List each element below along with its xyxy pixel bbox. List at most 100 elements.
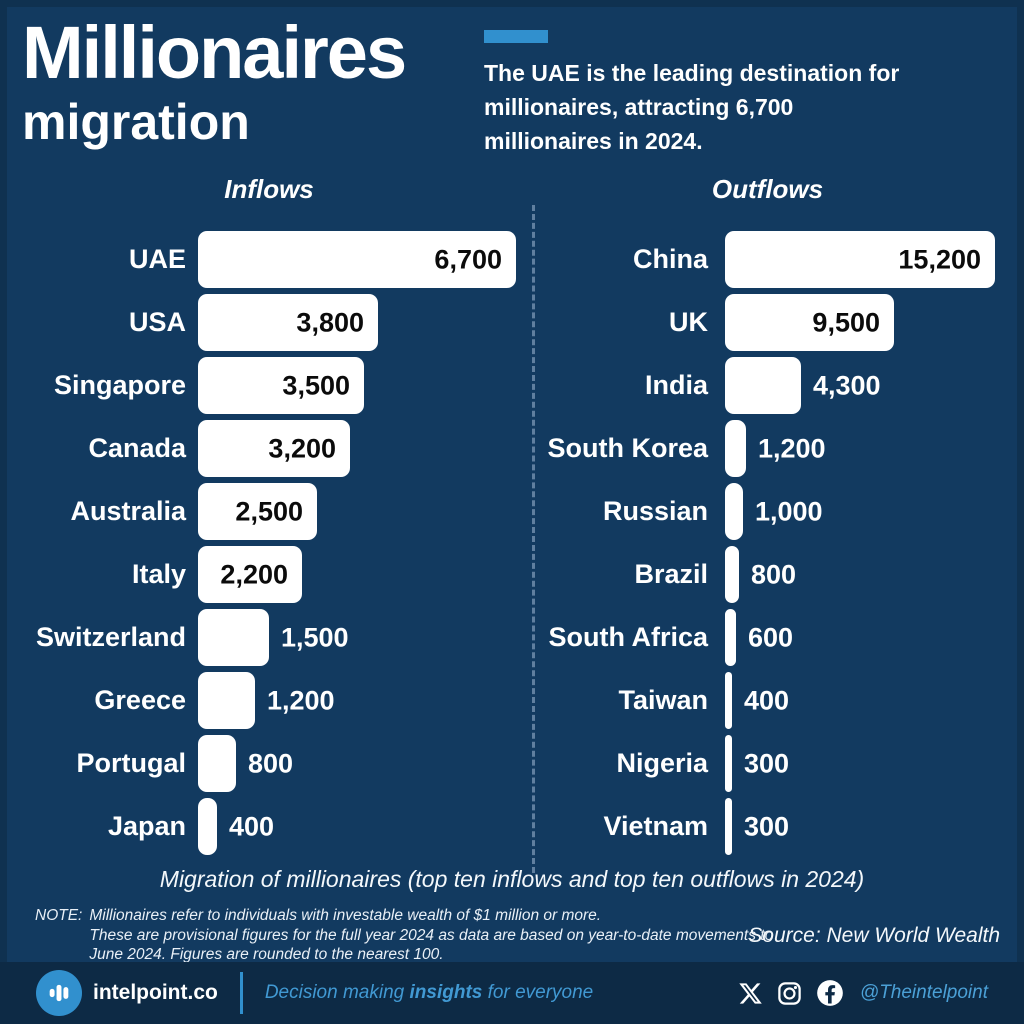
chart-row: USA 3,800 bbox=[22, 291, 516, 354]
bar bbox=[725, 735, 732, 792]
bar-track: 1,000 bbox=[725, 483, 995, 540]
chart-row: UK 9,500 bbox=[540, 291, 995, 354]
value-label: 15,200 bbox=[898, 244, 981, 274]
bar-chart-logo-icon bbox=[49, 984, 69, 1002]
value-label: 1,500 bbox=[281, 622, 349, 652]
outflows-chart: Outflows China 15,200 UK 9,500 India 4,300 Sou… bbox=[540, 174, 995, 858]
bar-track: 1,500 bbox=[198, 609, 516, 666]
social-handle[interactable]: @Theintelpoint bbox=[859, 982, 988, 1003]
summary-line: The UAE is the leading destination for bbox=[484, 60, 900, 86]
bar-track: 300 bbox=[725, 735, 995, 792]
source-credit: Source: New World Wealth bbox=[748, 924, 1000, 947]
slogan-post: for everyone bbox=[482, 982, 594, 1003]
bar-track: 1,200 bbox=[725, 420, 995, 477]
bar-track: 800 bbox=[198, 735, 516, 792]
bar-track: 3,500 bbox=[198, 357, 516, 414]
category-label: India bbox=[644, 370, 708, 400]
footer-bar: intelpoint.co Decision making insights f… bbox=[0, 962, 1024, 1024]
category-label: Switzerland bbox=[35, 622, 186, 652]
chart-row: South Korea 1,200 bbox=[540, 417, 995, 480]
bar bbox=[198, 609, 270, 666]
category-label: Italy bbox=[131, 559, 186, 589]
footer-divider bbox=[239, 972, 243, 1014]
bar bbox=[725, 609, 736, 666]
bar bbox=[198, 420, 350, 477]
bar bbox=[725, 483, 743, 540]
category-label: China bbox=[632, 244, 708, 274]
value-label: 3,800 bbox=[296, 307, 364, 337]
category-label: Portugal bbox=[76, 748, 186, 778]
chart-row: Portugal 800 bbox=[22, 732, 516, 795]
chart-row: South Africa 600 bbox=[540, 606, 995, 669]
inflows-chart: Inflows UAE 6,700 USA 3,800 Singapore 3,500 Ca… bbox=[22, 174, 516, 858]
bar bbox=[198, 798, 217, 855]
category-label: South Africa bbox=[548, 622, 708, 652]
category-label: Japan bbox=[107, 811, 186, 841]
bar-track: 1,200 bbox=[198, 672, 516, 729]
bar bbox=[725, 546, 740, 603]
charts-area: Inflows UAE 6,700 USA 3,800 Singapore 3,500 Ca… bbox=[22, 174, 1002, 874]
chart-row: Japan 400 bbox=[22, 795, 516, 858]
category-label: UAE bbox=[128, 244, 186, 274]
bar-track: 15,200 bbox=[725, 231, 995, 288]
chart-row: Italy 2,200 bbox=[22, 543, 516, 606]
summary-line: millionaires in 2024. bbox=[484, 128, 703, 154]
category-label: Taiwan bbox=[618, 685, 708, 715]
value-label: 800 bbox=[751, 559, 797, 589]
value-label: 400 bbox=[744, 685, 790, 715]
bar bbox=[725, 357, 802, 414]
chart-row: Brazil 800 bbox=[540, 543, 995, 606]
category-label: UK bbox=[669, 307, 708, 337]
category-label: Canada bbox=[88, 433, 186, 463]
category-label: Brazil bbox=[634, 559, 708, 589]
bar-track: 3,200 bbox=[198, 420, 516, 477]
title-block: Millionaires migration bbox=[22, 14, 407, 149]
category-label: Russian bbox=[602, 496, 708, 526]
bar-track: 600 bbox=[725, 609, 995, 666]
bar-track: 4,300 bbox=[725, 357, 995, 414]
category-label: Nigeria bbox=[616, 748, 708, 778]
chart-row: Nigeria 300 bbox=[540, 732, 995, 795]
brand-name[interactable]: intelpoint.co bbox=[93, 981, 218, 1004]
intelpoint-logo[interactable] bbox=[36, 970, 82, 1016]
facebook-icon[interactable] bbox=[816, 979, 844, 1007]
value-label: 300 bbox=[744, 748, 790, 778]
bar bbox=[198, 672, 255, 729]
chart-row: Singapore 3,500 bbox=[22, 354, 516, 417]
instagram-icon[interactable] bbox=[776, 980, 803, 1007]
footnote-line: Millionaires refer to individuals with i… bbox=[89, 907, 602, 924]
bar-track: 2,200 bbox=[198, 546, 516, 603]
bar-track: 300 bbox=[725, 798, 995, 855]
chart-row: UAE 6,700 bbox=[22, 228, 516, 291]
value-label: 1,000 bbox=[755, 496, 823, 526]
bar bbox=[198, 357, 365, 414]
bar-track: 2,500 bbox=[198, 483, 516, 540]
category-label: Australia bbox=[70, 496, 186, 526]
value-label: 300 bbox=[744, 811, 790, 841]
value-label: 400 bbox=[229, 811, 275, 841]
slogan-bold: insights bbox=[409, 982, 483, 1003]
bar bbox=[725, 420, 747, 477]
bar bbox=[198, 294, 379, 351]
category-label: Vietnam bbox=[603, 811, 708, 841]
bar-track: 400 bbox=[198, 798, 516, 855]
social-links: @Theintelpoint bbox=[738, 979, 988, 1007]
bar bbox=[198, 735, 236, 792]
footnote: NOTE: Millionaires refer to individuals … bbox=[35, 906, 773, 965]
x-twitter-icon[interactable] bbox=[738, 981, 763, 1006]
chart-row: Taiwan 400 bbox=[540, 669, 995, 732]
category-label: South Korea bbox=[547, 433, 708, 463]
value-label: 3,200 bbox=[268, 433, 336, 463]
bar bbox=[198, 483, 317, 540]
value-label: 3,500 bbox=[282, 370, 350, 400]
chart-row: Vietnam 300 bbox=[540, 795, 995, 858]
value-label: 2,500 bbox=[235, 496, 303, 526]
chart-row: Russian 1,000 bbox=[540, 480, 995, 543]
bar bbox=[198, 231, 516, 288]
inflows-chart-title: Inflows bbox=[224, 174, 314, 204]
outflows-chart-title: Outflows bbox=[711, 174, 824, 204]
bar-track: 9,500 bbox=[725, 294, 995, 351]
summary-block: The UAE is the leading destination for m… bbox=[484, 30, 1006, 158]
bar-track: 800 bbox=[725, 546, 995, 603]
value-label: 2,200 bbox=[220, 559, 288, 589]
